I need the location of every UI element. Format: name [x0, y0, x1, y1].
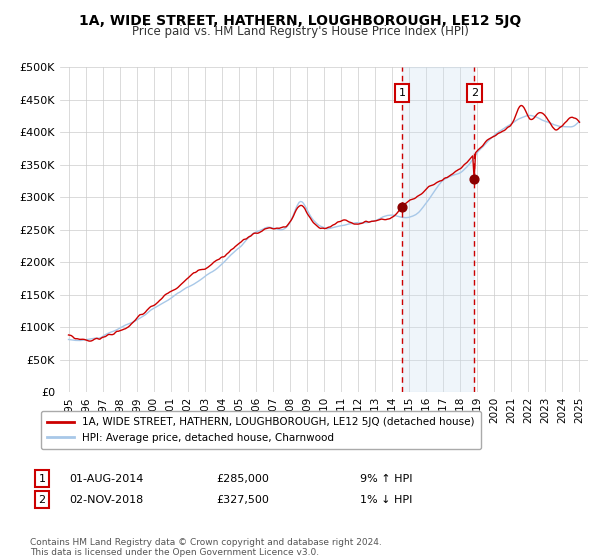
- Text: 2: 2: [471, 88, 478, 98]
- Point: [470, 175, 479, 184]
- Text: Price paid vs. HM Land Registry's House Price Index (HPI): Price paid vs. HM Land Registry's House …: [131, 25, 469, 38]
- Text: 1: 1: [38, 474, 46, 484]
- Text: 1A, WIDE STREET, HATHERN, LOUGHBOROUGH, LE12 5JQ: 1A, WIDE STREET, HATHERN, LOUGHBOROUGH, …: [79, 14, 521, 28]
- Text: 2: 2: [38, 494, 46, 505]
- Legend: 1A, WIDE STREET, HATHERN, LOUGHBOROUGH, LE12 5JQ (detached house), HPI: Average : 1A, WIDE STREET, HATHERN, LOUGHBOROUGH, …: [41, 411, 481, 449]
- Text: £327,500: £327,500: [216, 494, 269, 505]
- Text: 01-AUG-2014: 01-AUG-2014: [69, 474, 143, 484]
- Text: Contains HM Land Registry data © Crown copyright and database right 2024.
This d: Contains HM Land Registry data © Crown c…: [30, 538, 382, 557]
- Text: 9% ↑ HPI: 9% ↑ HPI: [360, 474, 413, 484]
- Text: £285,000: £285,000: [216, 474, 269, 484]
- Text: 1% ↓ HPI: 1% ↓ HPI: [360, 494, 412, 505]
- Text: 1: 1: [398, 88, 406, 98]
- Text: 02-NOV-2018: 02-NOV-2018: [69, 494, 143, 505]
- Bar: [402, 67, 475, 392]
- Point: [397, 202, 407, 211]
